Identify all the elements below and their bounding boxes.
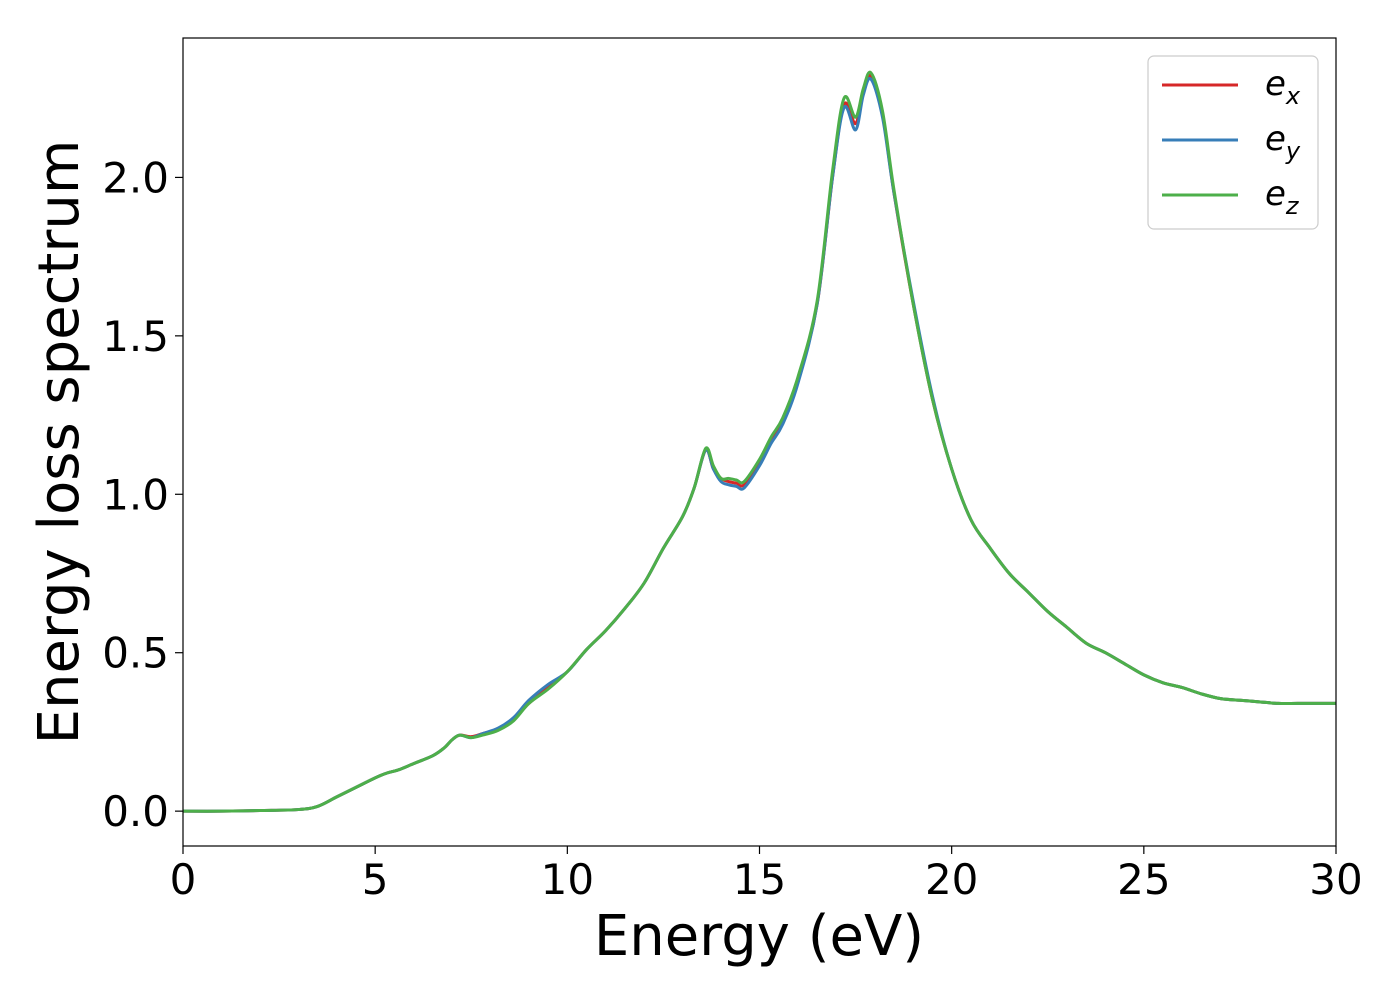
legend-label-ez: ez bbox=[1265, 174, 1300, 220]
x-tick-label: 20 bbox=[925, 855, 978, 904]
legend-box bbox=[1147, 55, 1319, 230]
x-tick-label: 25 bbox=[1117, 855, 1170, 904]
x-tick-label: 30 bbox=[1309, 855, 1362, 904]
y-axis-label: Energy loss spectrum bbox=[27, 140, 92, 745]
x-tick-label: 0 bbox=[170, 855, 197, 904]
y-tick-label: 0.0 bbox=[102, 787, 169, 836]
x-axis-label: Energy (eV) bbox=[594, 904, 924, 969]
plot-lines bbox=[182, 70, 1336, 813]
x-axis-ticks: 0 5 10 15 20 25 30 bbox=[170, 846, 1363, 904]
series-line-ez bbox=[182, 70, 1336, 813]
y-axis-ticks: 0.0 0.5 1.0 1.5 2.0 bbox=[102, 153, 183, 836]
y-tick-label: 1.5 bbox=[102, 312, 169, 361]
x-tick-label: 15 bbox=[733, 855, 786, 904]
legend-label-ex: ex bbox=[1265, 64, 1301, 110]
x-tick-label: 10 bbox=[541, 855, 594, 904]
y-tick-label: 1.0 bbox=[102, 470, 169, 519]
y-tick-label: 0.5 bbox=[102, 629, 169, 678]
legend-label-ey: ey bbox=[1265, 119, 1301, 165]
legend: ex ey ez bbox=[1147, 55, 1319, 230]
y-tick-label: 2.0 bbox=[102, 153, 169, 202]
x-tick-label: 5 bbox=[362, 855, 389, 904]
